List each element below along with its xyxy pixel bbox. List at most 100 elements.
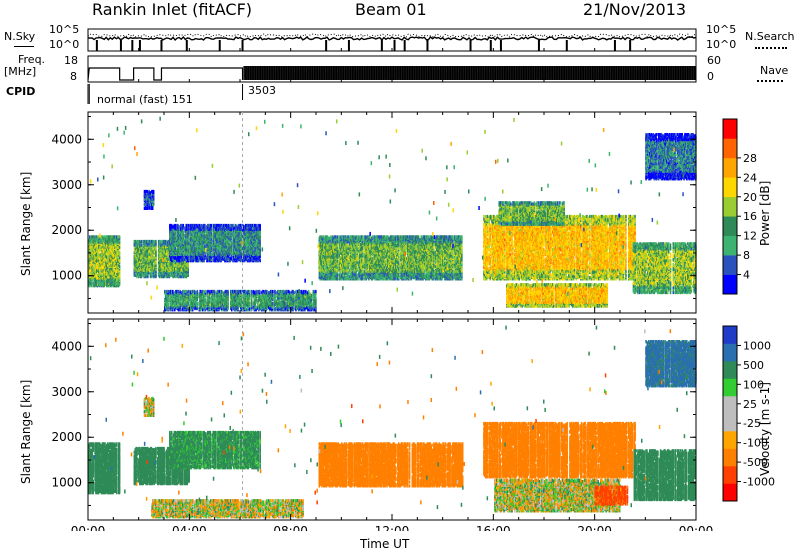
heatmap-cell xyxy=(161,251,163,255)
heatmap-cell xyxy=(162,244,164,249)
heatmap-cell xyxy=(88,253,91,257)
heatmap-cell xyxy=(134,262,136,266)
heatmap-cell xyxy=(173,268,175,272)
heatmap-cell xyxy=(96,282,98,286)
heatmap-cell xyxy=(104,237,106,242)
heatmap-cell xyxy=(163,256,165,260)
heatmap-cell xyxy=(172,270,174,274)
heatmap-cell xyxy=(137,253,139,257)
heatmap-cells xyxy=(88,116,697,312)
freq-tick-top: 18 xyxy=(64,54,78,67)
heatmap-cell xyxy=(190,256,193,260)
heatmap-cell xyxy=(173,229,176,233)
heatmap-cell xyxy=(135,243,137,247)
heatmap-cell xyxy=(118,245,121,249)
heatmap-cell xyxy=(145,256,147,260)
heatmap-cell xyxy=(155,239,157,244)
heatmap-cell xyxy=(180,275,182,279)
heatmap-cell xyxy=(88,235,91,239)
heatmap-cell xyxy=(117,258,120,262)
station-title: Rankin Inlet (fitACF) xyxy=(92,0,252,19)
heatmap-cell xyxy=(154,272,156,276)
heatmap-cell xyxy=(138,264,140,269)
heatmap-cell xyxy=(194,235,196,239)
heatmap-cell xyxy=(194,259,196,263)
heatmap-cell xyxy=(95,277,97,281)
heatmap-cell xyxy=(104,268,106,272)
heatmap-cell xyxy=(163,239,165,244)
heatmap-cell xyxy=(162,271,164,275)
heatmap-cell xyxy=(170,226,173,230)
heatmap-cell xyxy=(137,258,139,262)
heatmap-cell xyxy=(184,259,187,264)
heatmap-cell xyxy=(99,281,102,285)
heatmap-cell xyxy=(155,249,157,254)
heatmap-cell xyxy=(88,246,90,251)
heatmap-cell xyxy=(89,264,92,268)
heatmap-cell xyxy=(109,244,112,248)
heatmap-cell xyxy=(93,235,95,239)
nsky-trace xyxy=(87,35,697,42)
heatmap-cell xyxy=(182,247,185,251)
heatmap-cell xyxy=(163,247,165,251)
heatmap-cell xyxy=(171,271,173,275)
heatmap-cell xyxy=(117,263,119,267)
heatmap-cell xyxy=(166,262,168,266)
heatmap-cell xyxy=(147,239,149,244)
heatmap-cell xyxy=(90,277,93,281)
heatmap-cell xyxy=(179,259,181,263)
heatmap-cell xyxy=(142,273,145,277)
heatmap-cell xyxy=(179,268,181,272)
heatmap-cell xyxy=(110,276,113,280)
heatmap-cell xyxy=(179,242,181,246)
heatmap-cell xyxy=(178,263,180,267)
heatmap-cell xyxy=(145,258,147,262)
heatmap-cell xyxy=(164,266,166,270)
heatmap-cell xyxy=(153,256,155,260)
heatmap-cell xyxy=(148,244,151,249)
heatmap-cell xyxy=(190,249,193,253)
heatmap-cell xyxy=(193,223,195,228)
heatmap-cell xyxy=(192,251,194,255)
heatmap-cell xyxy=(91,267,94,271)
heatmap-cell xyxy=(187,226,189,230)
heatmap-cell xyxy=(210,237,213,241)
heatmap-cell xyxy=(102,240,104,244)
heatmap-cell xyxy=(117,249,119,253)
heatmap-cell xyxy=(179,242,182,246)
heatmap-cell xyxy=(151,271,154,275)
heatmap-cell xyxy=(97,278,99,283)
heatmap-cell xyxy=(104,254,106,258)
heatmap-cell xyxy=(169,223,171,228)
heatmap-cell xyxy=(148,254,151,259)
heatmap-cell xyxy=(183,261,186,265)
heatmap-cell xyxy=(107,235,110,239)
heatmap-cell xyxy=(179,256,181,260)
heatmap-cell xyxy=(182,272,184,276)
status-panels xyxy=(87,28,697,104)
heatmap-cell xyxy=(196,244,198,248)
heatmap-cell xyxy=(145,263,147,267)
heatmap-cell xyxy=(178,273,180,277)
heatmap-cell xyxy=(181,229,184,233)
heatmap-cell xyxy=(184,251,186,255)
heatmap-cell xyxy=(189,236,192,240)
heatmap-cell xyxy=(159,262,162,266)
heatmap-cell xyxy=(106,240,108,244)
heatmap-cell xyxy=(186,237,188,241)
heatmap-cell xyxy=(181,257,184,261)
heatmap-cell xyxy=(154,252,156,256)
heatmap-cell xyxy=(169,268,172,272)
heatmap-cell xyxy=(110,271,113,275)
heatmap-cell xyxy=(170,246,173,250)
heatmap-cell xyxy=(143,273,145,277)
heatmap-cell xyxy=(106,263,108,267)
heatmap-cell xyxy=(187,267,189,271)
heatmap-cell xyxy=(142,259,145,264)
heatmap-cell xyxy=(185,252,187,256)
heatmap-cell xyxy=(133,239,136,244)
heatmap-cell xyxy=(178,259,180,263)
heatmap-cell xyxy=(102,246,104,251)
heatmap-cell xyxy=(88,263,91,267)
heatmap-cell xyxy=(152,249,154,254)
